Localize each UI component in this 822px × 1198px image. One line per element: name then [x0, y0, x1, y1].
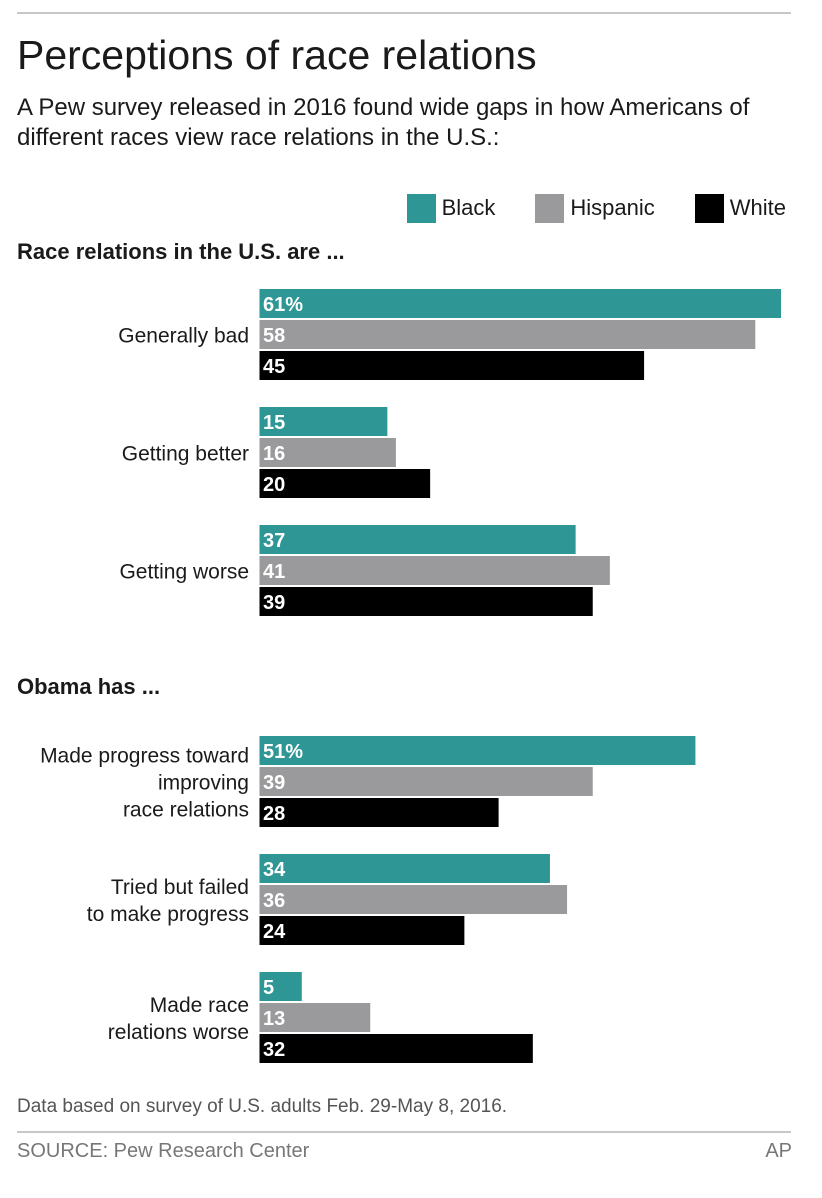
bar-black-made-race-relations-worse: [259, 972, 302, 1001]
legend-label-black: Black: [441, 195, 496, 220]
top-rule: [17, 12, 791, 14]
data-label-hispanic-getting-worse: 41: [263, 561, 285, 583]
bar-white-generally-bad: [259, 351, 645, 380]
section-title-obama: Obama has ...: [17, 674, 161, 699]
legend-swatch-white: [694, 193, 724, 223]
data-label-black-made-race-relations-worse: 5: [263, 977, 274, 999]
bar-hispanic-tried-but-failed-to-make-progress: [259, 885, 568, 914]
data-label-black-getting-worse: 37: [263, 530, 285, 552]
source-line: SOURCE: Pew Research Center: [17, 1140, 310, 1162]
bar-black-getting-better: [259, 407, 388, 436]
category-label-getting-better: Getting better: [122, 443, 249, 466]
data-label-hispanic-getting-better: 16: [263, 443, 285, 465]
category-label-generally-bad: Generally bad: [118, 325, 249, 348]
footnote: Data based on survey of U.S. adults Feb.…: [17, 1096, 508, 1117]
bar-hispanic-made-progress-toward-improving-race-relations: [259, 767, 593, 796]
data-label-black-getting-better: 15: [263, 412, 285, 434]
chart-title: Perceptions of race relations: [17, 32, 537, 78]
bar-white-made-progress-toward-improving-race-relations: [259, 798, 499, 827]
data-label-black-tried-but-failed-to-make-progress: 34: [263, 859, 286, 881]
bar-black-made-progress-toward-improving-race-relations: [259, 736, 696, 765]
category-label-made-progress-toward-improving-race-relations: improving: [158, 772, 249, 795]
section-title-race-relations: Race relations in the U.S. are ...: [17, 239, 345, 264]
data-label-hispanic-made-race-relations-worse: 13: [263, 1008, 285, 1030]
legend-item-black: Black: [406, 193, 496, 223]
data-label-white-made-progress-toward-improving-race-relations: 28: [263, 803, 285, 825]
data-label-black-generally-bad: 61%: [263, 294, 303, 316]
legend-swatch-hispanic: [535, 193, 565, 223]
data-label-hispanic-made-progress-toward-improving-race-relations: 39: [263, 772, 285, 794]
bar-black-getting-worse: [259, 525, 576, 554]
legend-item-hispanic: Hispanic: [535, 193, 655, 223]
bar-black-generally-bad: [259, 289, 781, 318]
data-label-white-generally-bad: 45: [263, 356, 285, 378]
bar-hispanic-getting-better: [259, 438, 396, 467]
category-label-made-race-relations-worse: Made race: [150, 994, 249, 1017]
data-label-white-made-race-relations-worse: 32: [263, 1039, 285, 1061]
data-label-black-made-progress-toward-improving-race-relations: 51%: [263, 741, 303, 763]
legend-label-hispanic: Hispanic: [570, 195, 655, 220]
category-label-made-race-relations-worse: relations worse: [108, 1021, 249, 1044]
bottom-rule: [17, 1131, 791, 1133]
bar-hispanic-made-race-relations-worse: [259, 1003, 371, 1032]
data-label-white-tried-but-failed-to-make-progress: 24: [263, 921, 286, 943]
legend-swatch-black: [406, 193, 436, 223]
category-label-tried-but-failed-to-make-progress: Tried but failed: [111, 876, 249, 899]
category-label-made-progress-toward-improving-race-relations: race relations: [123, 799, 249, 822]
data-label-white-getting-worse: 39: [263, 592, 285, 614]
bar-hispanic-generally-bad: [259, 320, 756, 349]
data-label-white-getting-better: 20: [263, 474, 285, 496]
legend-label-white: White: [729, 195, 786, 220]
bar-black-tried-but-failed-to-make-progress: [259, 854, 550, 883]
bar-hispanic-getting-worse: [259, 556, 610, 585]
category-label-made-progress-toward-improving-race-relations: Made progress toward: [40, 745, 249, 768]
chart-subtitle: A Pew survey released in 2016 found wide…: [17, 94, 750, 151]
bar-white-getting-better: [259, 469, 431, 498]
bar-white-getting-worse: [259, 587, 593, 616]
bar-white-tried-but-failed-to-make-progress: [259, 916, 465, 945]
legend: Black Hispanic White: [406, 193, 786, 223]
category-label-getting-worse: Getting worse: [119, 561, 249, 584]
data-label-hispanic-generally-bad: 58: [263, 325, 285, 347]
data-label-hispanic-tried-but-failed-to-make-progress: 36: [263, 890, 285, 912]
bar-white-made-race-relations-worse: [259, 1034, 533, 1063]
category-label-tried-but-failed-to-make-progress: to make progress: [87, 903, 249, 926]
credit-line: AP: [765, 1140, 792, 1162]
legend-item-white: White: [694, 193, 786, 223]
